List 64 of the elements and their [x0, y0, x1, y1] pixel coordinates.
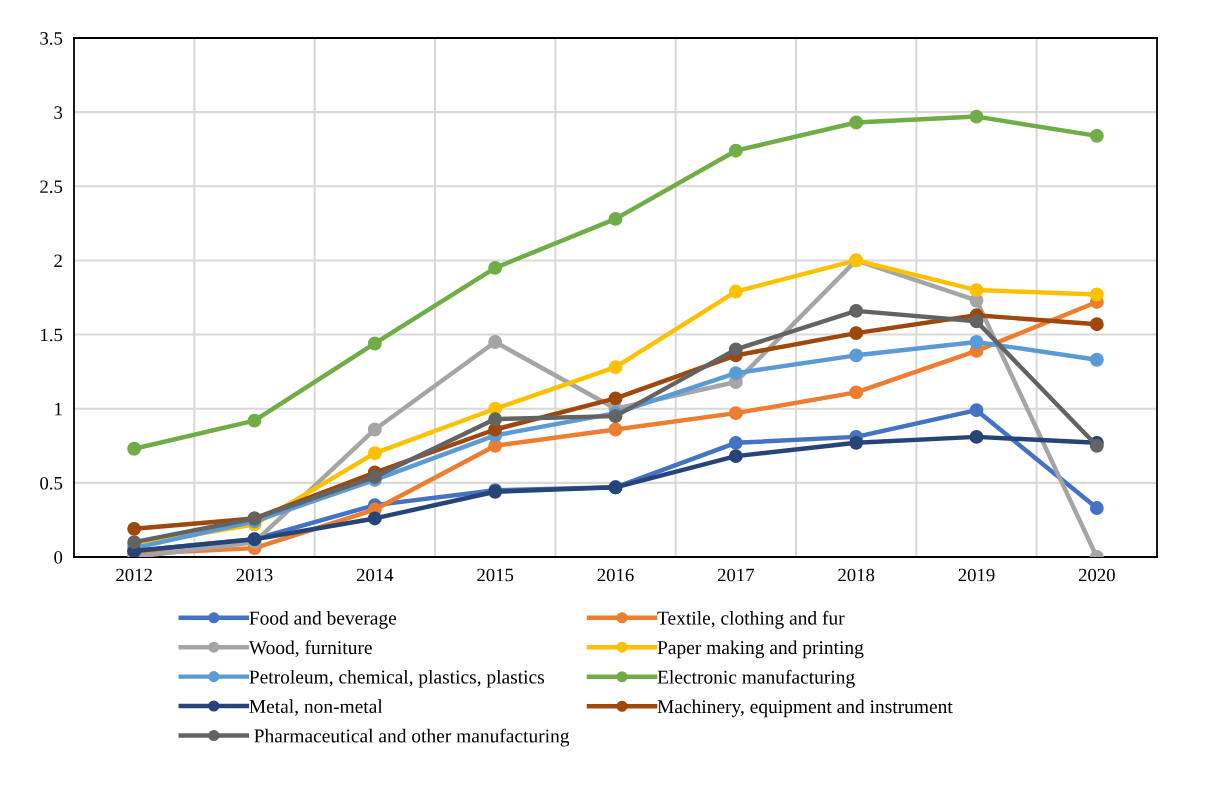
x-tick-label: 2013	[236, 568, 273, 582]
point	[728, 435, 743, 450]
point	[728, 342, 743, 357]
point	[969, 283, 984, 298]
point	[488, 335, 503, 349]
point	[608, 211, 623, 226]
point	[969, 314, 984, 329]
y-tick-label: 3	[54, 106, 63, 119]
point	[367, 422, 382, 437]
y-tick-label: 1	[55, 402, 62, 416]
point	[728, 284, 743, 299]
y-tick-label: 3.5	[40, 32, 63, 45]
point	[728, 406, 743, 421]
point	[1089, 501, 1104, 516]
y-tick-label: 0.5	[40, 476, 63, 490]
point	[367, 446, 382, 461]
y-tick-label: 2.5	[40, 180, 63, 194]
point	[127, 441, 142, 456]
point	[1089, 317, 1104, 332]
point	[367, 511, 382, 526]
point	[367, 336, 382, 351]
point	[969, 335, 984, 349]
point	[969, 429, 984, 444]
legend-label: Petroleum, chemical, plastics, plastics	[249, 669, 545, 688]
point	[849, 303, 864, 318]
legend-label: Textile, clothing and fur	[657, 610, 845, 629]
x-tick-label: 2012	[116, 568, 152, 582]
point	[127, 521, 142, 536]
point	[247, 413, 262, 428]
legend-label: Machinery, equipment and instrument	[657, 699, 953, 718]
legend-label: Food and beverage	[249, 611, 397, 629]
y-tick-label: 2	[54, 254, 62, 267]
legend-label: Pharmaceutical and other manufacturing	[254, 728, 570, 747]
point	[728, 449, 743, 464]
x-tick-label: 2020	[1078, 568, 1115, 582]
point	[1089, 287, 1104, 302]
y-tick-label: 1.5	[41, 328, 63, 342]
legend-label: Electronic manufacturing	[657, 669, 855, 688]
point	[1089, 352, 1104, 367]
point	[969, 109, 984, 124]
point	[608, 391, 623, 406]
legend-label: Wood, furniture	[248, 640, 372, 657]
legend-label: Metal, non-metal	[249, 699, 383, 716]
point	[608, 360, 623, 375]
point	[849, 435, 864, 450]
legend-label: Paper making and printing	[657, 640, 864, 659]
point	[728, 366, 743, 381]
point	[1089, 128, 1104, 143]
point	[969, 403, 984, 418]
point	[849, 348, 864, 363]
y-tick-label: 0	[54, 551, 63, 564]
x-tick-label: 2018	[838, 568, 875, 582]
x-tick-label: 2014	[356, 568, 394, 582]
point	[488, 260, 503, 275]
point	[728, 143, 743, 158]
x-tick-label: 2015	[477, 568, 514, 582]
point	[488, 412, 503, 427]
point	[608, 422, 623, 437]
point	[849, 115, 864, 130]
x-tick-label: 2016	[597, 568, 634, 582]
point	[849, 326, 864, 341]
x-tick-label: 2017	[717, 568, 755, 582]
x-tick-label: 2019	[958, 568, 995, 582]
point	[849, 385, 864, 400]
